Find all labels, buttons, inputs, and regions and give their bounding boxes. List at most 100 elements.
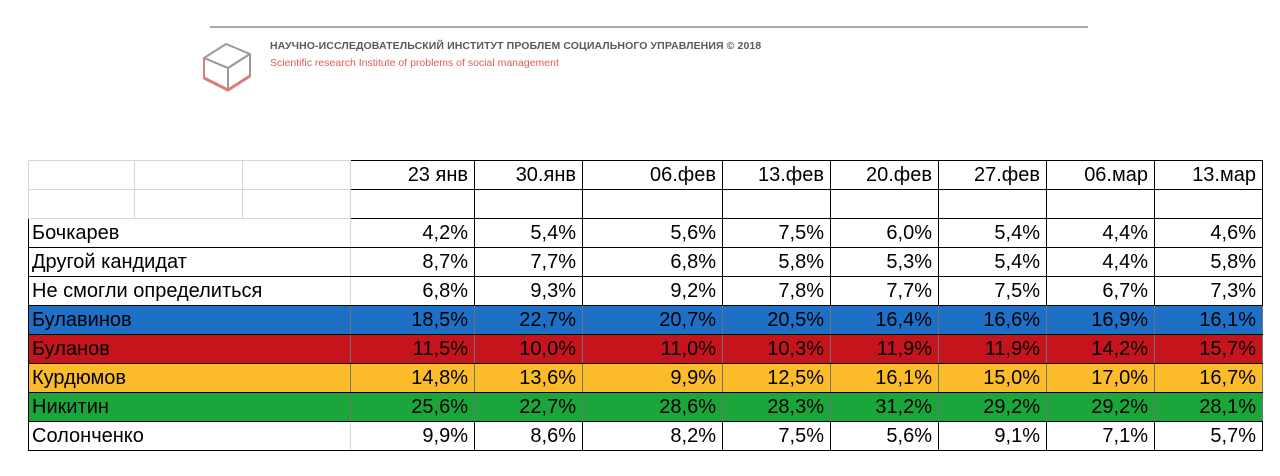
- percentage-value: 28,1%: [1154, 392, 1263, 422]
- percentage-value: 15,0%: [938, 363, 1047, 393]
- percentage-value: 22,7%: [474, 305, 583, 335]
- candidate-name: Никитин: [28, 392, 351, 422]
- percentage-value: 22,7%: [474, 392, 583, 422]
- percentage-value: 13,6%: [474, 363, 583, 393]
- candidate-name: Курдюмов: [28, 363, 351, 393]
- percentage-value: 16,1%: [830, 363, 939, 393]
- institute-title-ru: НАУЧНО-ИССЛЕДОВАТЕЛЬСКИЙ ИНСТИТУТ ПРОБЛЕ…: [270, 40, 762, 52]
- empty-header-cell: [28, 160, 135, 190]
- percentage-value: 10,0%: [474, 334, 583, 364]
- percentage-value: 29,2%: [1046, 392, 1155, 422]
- candidate-row: Другой кандидат 8,7% 7,7% 6,8% 5,8% 5,3% 5,4% 4…: [28, 247, 1263, 277]
- date-column-header: 30.янв: [474, 160, 583, 190]
- percentage-value: 5,6%: [582, 218, 723, 248]
- percentage-value: 14,8%: [350, 363, 475, 393]
- empty-cell: [1154, 189, 1263, 219]
- percentage-value: 12,5%: [722, 363, 831, 393]
- percentage-value: 16,6%: [938, 305, 1047, 335]
- empty-cell: [134, 189, 243, 219]
- candidate-name: Солонченко: [28, 421, 351, 451]
- percentage-value: 7,7%: [474, 247, 583, 277]
- candidate-name: Не смогли определиться: [28, 276, 351, 306]
- empty-cell: [830, 189, 939, 219]
- empty-cell: [722, 189, 831, 219]
- percentage-value: 15,7%: [1154, 334, 1263, 364]
- percentage-value: 16,7%: [1154, 363, 1263, 393]
- candidate-row: Буланов 11,5% 10,0% 11,0% 10,3% 11,9% 11,9% 14,…: [28, 334, 1263, 364]
- date-column-header: 23 янв: [350, 160, 475, 190]
- percentage-value: 11,9%: [938, 334, 1047, 364]
- percentage-value: 5,4%: [474, 218, 583, 248]
- percentage-value: 18,5%: [350, 305, 475, 335]
- percentage-value: 29,2%: [938, 392, 1047, 422]
- empty-cell: [938, 189, 1047, 219]
- candidate-row: Бочкарев 4,2% 5,4% 5,6% 7,5% 6,0% 5,4% 4,4% 4,6%: [28, 218, 1263, 248]
- percentage-value: 28,6%: [582, 392, 723, 422]
- percentage-value: 11,0%: [582, 334, 723, 364]
- candidate-row: Курдюмов 14,8% 13,6% 9,9% 12,5% 16,1% 15,0% 17,…: [28, 363, 1263, 393]
- percentage-value: 4,6%: [1154, 218, 1263, 248]
- date-column-header: 06.мар: [1046, 160, 1155, 190]
- percentage-value: 17,0%: [1046, 363, 1155, 393]
- empty-cell: [350, 189, 475, 219]
- percentage-value: 7,8%: [722, 276, 831, 306]
- percentage-value: 25,6%: [350, 392, 475, 422]
- date-column-header: 20.фев: [830, 160, 939, 190]
- percentage-value: 5,6%: [830, 421, 939, 451]
- percentage-value: 5,7%: [1154, 421, 1263, 451]
- candidate-name: Булавинов: [28, 305, 351, 335]
- percentage-value: 6,7%: [1046, 276, 1155, 306]
- date-column-header: 13.мар: [1154, 160, 1263, 190]
- empty-cell: [1046, 189, 1155, 219]
- top-divider: [210, 26, 1088, 28]
- percentage-value: 9,2%: [582, 276, 723, 306]
- percentage-value: 9,3%: [474, 276, 583, 306]
- empty-cell: [242, 189, 351, 219]
- empty-cell: [28, 189, 135, 219]
- percentage-value: 20,7%: [582, 305, 723, 335]
- candidate-row: Солонченко 9,9% 8,6% 8,2% 7,5% 5,6% 9,1% 7,1% 5,…: [28, 421, 1263, 451]
- cube-icon: [203, 43, 251, 92]
- candidate-name: Буланов: [28, 334, 351, 364]
- percentage-value: 6,8%: [350, 276, 475, 306]
- candidate-name: Бочкарев: [28, 218, 351, 248]
- percentage-value: 4,4%: [1046, 218, 1155, 248]
- percentage-value: 5,4%: [938, 218, 1047, 248]
- percentage-value: 4,2%: [350, 218, 475, 248]
- percentage-value: 16,9%: [1046, 305, 1155, 335]
- date-column-header: 13.фев: [722, 160, 831, 190]
- percentage-value: 8,7%: [350, 247, 475, 277]
- percentage-value: 9,1%: [938, 421, 1047, 451]
- percentage-value: 5,4%: [938, 247, 1047, 277]
- candidate-name: Другой кандидат: [28, 247, 351, 277]
- percentage-value: 7,7%: [830, 276, 939, 306]
- percentage-value: 16,4%: [830, 305, 939, 335]
- date-header-row: 23 янв 30.янв 06.фев 13.фев 20.фев 27.фев 06.м…: [28, 160, 1263, 190]
- percentage-value: 28,3%: [722, 392, 831, 422]
- empty-cell: [474, 189, 583, 219]
- percentage-value: 4,4%: [1046, 247, 1155, 277]
- percentage-value: 7,1%: [1046, 421, 1155, 451]
- percentage-value: 8,2%: [582, 421, 723, 451]
- percentage-value: 6,0%: [830, 218, 939, 248]
- blank-row: [28, 189, 1263, 219]
- institute-title-en: Scientific research Institute of problem…: [270, 57, 559, 69]
- percentage-value: 31,2%: [830, 392, 939, 422]
- percentage-value: 7,5%: [722, 421, 831, 451]
- date-column-header: 06.фев: [582, 160, 723, 190]
- percentage-value: 7,5%: [938, 276, 1047, 306]
- percentage-value: 5,8%: [722, 247, 831, 277]
- percentage-value: 14,2%: [1046, 334, 1155, 364]
- candidate-row: Булавинов 18,5% 22,7% 20,7% 20,5% 16,4% 16,6% 1…: [28, 305, 1263, 335]
- candidate-row: Никитин 25,6% 22,7% 28,6% 28,3% 31,2% 29,2% 29,…: [28, 392, 1263, 422]
- percentage-value: 8,6%: [474, 421, 583, 451]
- empty-header-cell: [134, 160, 243, 190]
- percentage-value: 7,5%: [722, 218, 831, 248]
- empty-header-cell: [242, 160, 351, 190]
- candidate-row: Не смогли определиться 6,8% 9,3% 9,2% 7,8% 7,…: [28, 276, 1263, 306]
- percentage-value: 7,3%: [1154, 276, 1263, 306]
- empty-cell: [582, 189, 723, 219]
- percentage-value: 6,8%: [582, 247, 723, 277]
- poll-results-table: 23 янв 30.янв 06.фев 13.фев 20.фев 27.фев 06.м…: [28, 160, 1263, 451]
- percentage-value: 20,5%: [722, 305, 831, 335]
